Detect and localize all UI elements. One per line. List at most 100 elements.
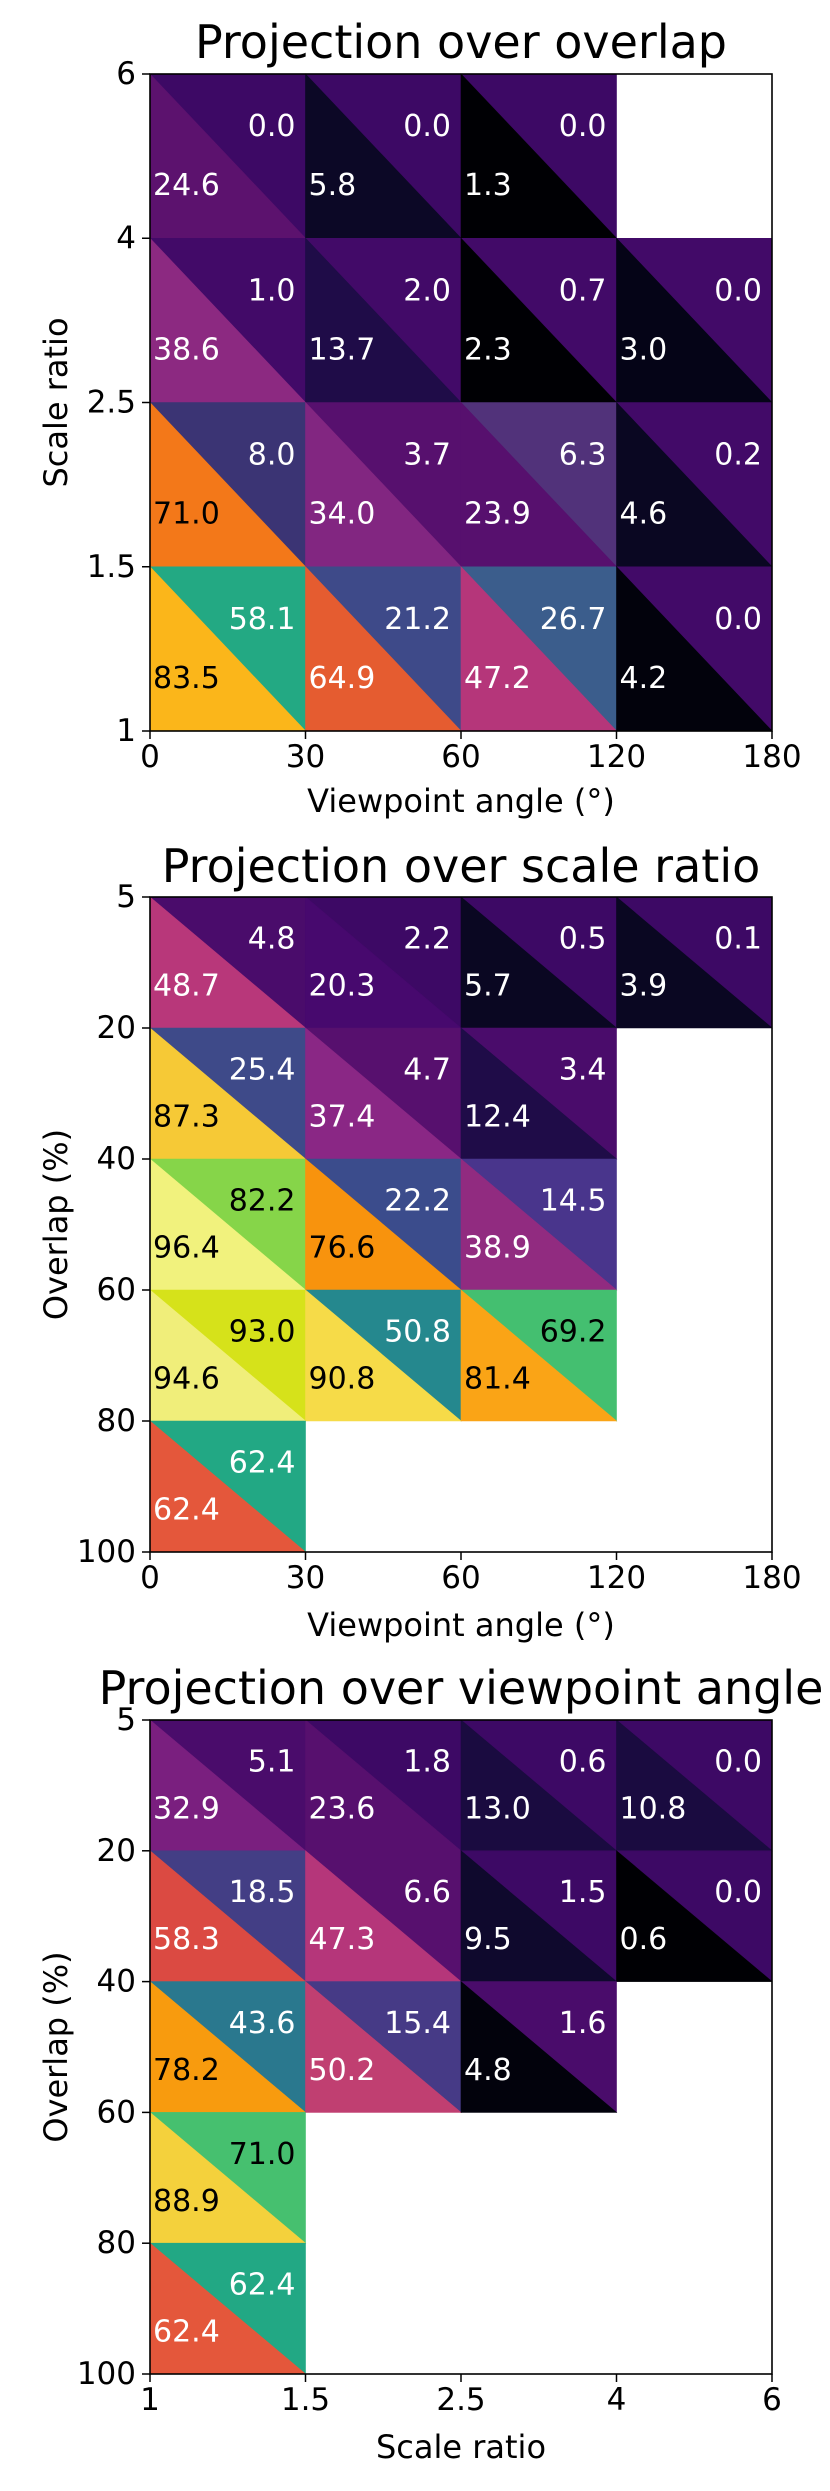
heatmap-cell: 62.4 62.4 [149, 2242, 307, 2375]
cell-lower-triangle [305, 1289, 462, 1422]
heatmap-cell: 0.2 4.6 [615, 401, 773, 568]
y-tick-label: 5 [116, 1702, 136, 1738]
cell-lower-triangle [460, 1980, 618, 2113]
heatmap-cell: 1.5 9.5 [460, 1850, 618, 1983]
cell-lower-value: 23.6 [309, 1791, 376, 1826]
cell-upper-value: 0.0 [714, 602, 762, 637]
cell-lower-value: 23.9 [464, 497, 531, 532]
cell-lower-triangle [616, 1850, 773, 1982]
panel-title: Projection over viewpoint angle [99, 1661, 824, 1715]
cell-upper-value: 1.8 [403, 1744, 451, 1779]
y-axis-label: Scale ratio [37, 317, 75, 487]
cell-lower-value: 58.3 [153, 1922, 220, 1957]
heatmap-cell: 62.4 62.4 [149, 1420, 307, 1553]
heatmap-cell: 0.6 13.0 [460, 1719, 618, 1852]
cell-lower-value: 37.4 [309, 1100, 376, 1135]
heatmap-cell: 0.0 24.6 [149, 73, 307, 240]
cell-upper-value: 0.5 [559, 921, 607, 956]
heatmap-cell: 26.7 47.2 [460, 565, 618, 732]
heatmap-cell: 25.4 87.3 [149, 1027, 307, 1160]
cell-upper-value: 3.7 [403, 438, 451, 473]
x-tick-label: 6 [762, 2382, 782, 2418]
y-tick-label: 100 [77, 2356, 136, 2392]
cell-lower-value: 4.6 [620, 497, 668, 532]
cell-upper-value: 62.4 [229, 2268, 296, 2303]
cell-upper-value: 0.0 [714, 1875, 762, 1910]
heatmap-cell: 4.7 37.4 [304, 1027, 462, 1160]
cell-lower-value: 3.0 [620, 332, 668, 367]
cell-lower-value: 0.6 [620, 1922, 668, 1957]
heatmap-cell: 8.0 71.0 [149, 401, 307, 568]
y-tick-label: 40 [97, 1964, 136, 2000]
heatmap-cell: 0.0 3.0 [615, 237, 773, 404]
cell-upper-value: 6.3 [559, 438, 607, 473]
cell-upper-value: 26.7 [540, 602, 607, 637]
cell-lower-value: 13.7 [309, 332, 376, 367]
cell-upper-value: 0.0 [248, 109, 296, 144]
y-tick-label: 80 [97, 2225, 136, 2261]
heatmap-panel-3: Projection over viewpoint angle 5.1 32.9 1.… [37, 1661, 823, 2466]
cell-lower-value: 88.9 [153, 2184, 220, 2219]
x-tick-label: 60 [441, 1560, 480, 1596]
cell-upper-value: 1.0 [248, 273, 296, 308]
heatmap-cell: 0.1 3.9 [615, 896, 773, 1029]
cell-upper-value: 0.0 [559, 109, 607, 144]
cell-lower-value: 20.3 [309, 969, 376, 1004]
x-tick-label: 30 [286, 1560, 325, 1596]
heatmap-cell: 0.7 2.3 [460, 237, 618, 404]
cell-lower-value: 3.9 [620, 969, 668, 1004]
cell-lower-value: 47.3 [309, 1922, 376, 1957]
y-axis-label: Overlap (%) [37, 1951, 75, 2142]
heatmap-cell: 82.2 96.4 [149, 1158, 307, 1291]
heatmap-cell: 0.0 1.3 [460, 73, 618, 240]
heatmap-cell: 22.276.6 [304, 1158, 462, 1291]
y-tick-label: 100 [77, 1534, 136, 1570]
heatmap-cell: 2.2 20.3 [304, 896, 462, 1029]
panel-title: Projection over overlap [195, 15, 727, 69]
heatmap-cell: 6.3 23.9 [460, 401, 618, 568]
cell-upper-value: 1.5 [559, 1875, 607, 1910]
y-tick-label: 20 [97, 1010, 136, 1046]
cell-upper-value: 2.2 [403, 921, 451, 956]
heatmap-cell: 5.1 32.9 [149, 1719, 307, 1852]
cell-upper-value: 14.5 [540, 1183, 607, 1218]
heatmap-cell: 1.6 4.8 [460, 1980, 618, 2114]
cell-lower-triangle [616, 896, 773, 1029]
cell-upper-value: 0.1 [714, 921, 762, 956]
cell-upper-value: 25.4 [229, 1052, 296, 1087]
cell-lower-value: 47.2 [464, 661, 531, 696]
x-tick-label: 4 [607, 2382, 627, 2418]
cell-lower-triangle [305, 1980, 462, 2113]
heatmap-panel-2: Projection over scale ratio 4.8 48.7 2.2 20.… [37, 839, 802, 1644]
cell-lower-value: 83.5 [153, 661, 220, 696]
y-tick-label: 6 [116, 56, 136, 92]
x-tick-label: 0 [140, 1560, 160, 1596]
cell-lower-value: 81.4 [464, 1362, 531, 1397]
cell-upper-value: 2.0 [403, 273, 451, 308]
cell-upper-value: 4.8 [248, 921, 296, 956]
y-tick-label: 4 [116, 220, 136, 256]
cell-upper-value: 71.0 [229, 2137, 296, 2172]
heatmap-cell: 21.264.9 [304, 565, 462, 732]
cell-lower-triangle [460, 1289, 618, 1422]
cell-upper-value: 0.2 [714, 438, 762, 473]
y-tick-label: 2.5 [87, 385, 136, 421]
cell-upper-value: 82.2 [229, 1183, 296, 1218]
cell-lower-value: 71.0 [153, 497, 220, 532]
cell-lower-value: 5.8 [309, 168, 357, 203]
x-tick-label: 0 [140, 739, 160, 775]
heatmap-cell: 93.0 94.6 [149, 1289, 307, 1422]
cell-lower-value: 90.8 [309, 1362, 376, 1397]
x-tick-label: 2.5 [436, 2382, 485, 2418]
cell-lower-value: 1.3 [464, 168, 512, 203]
heatmap-cell: 71.0 88.9 [149, 2111, 307, 2244]
cell-lower-value: 4.2 [620, 661, 668, 696]
cell-lower-value: 96.4 [153, 1231, 220, 1266]
cell-lower-value: 12.4 [464, 1100, 531, 1135]
heatmap-cell: 1.0 38.6 [149, 237, 307, 404]
y-axis-label: Overlap (%) [37, 1129, 75, 1320]
cell-lower-value: 50.2 [309, 2053, 376, 2088]
x-axis-label: Scale ratio [376, 2428, 546, 2466]
cell-lower-value: 87.3 [153, 1100, 220, 1135]
cell-lower-value: 64.9 [309, 661, 376, 696]
